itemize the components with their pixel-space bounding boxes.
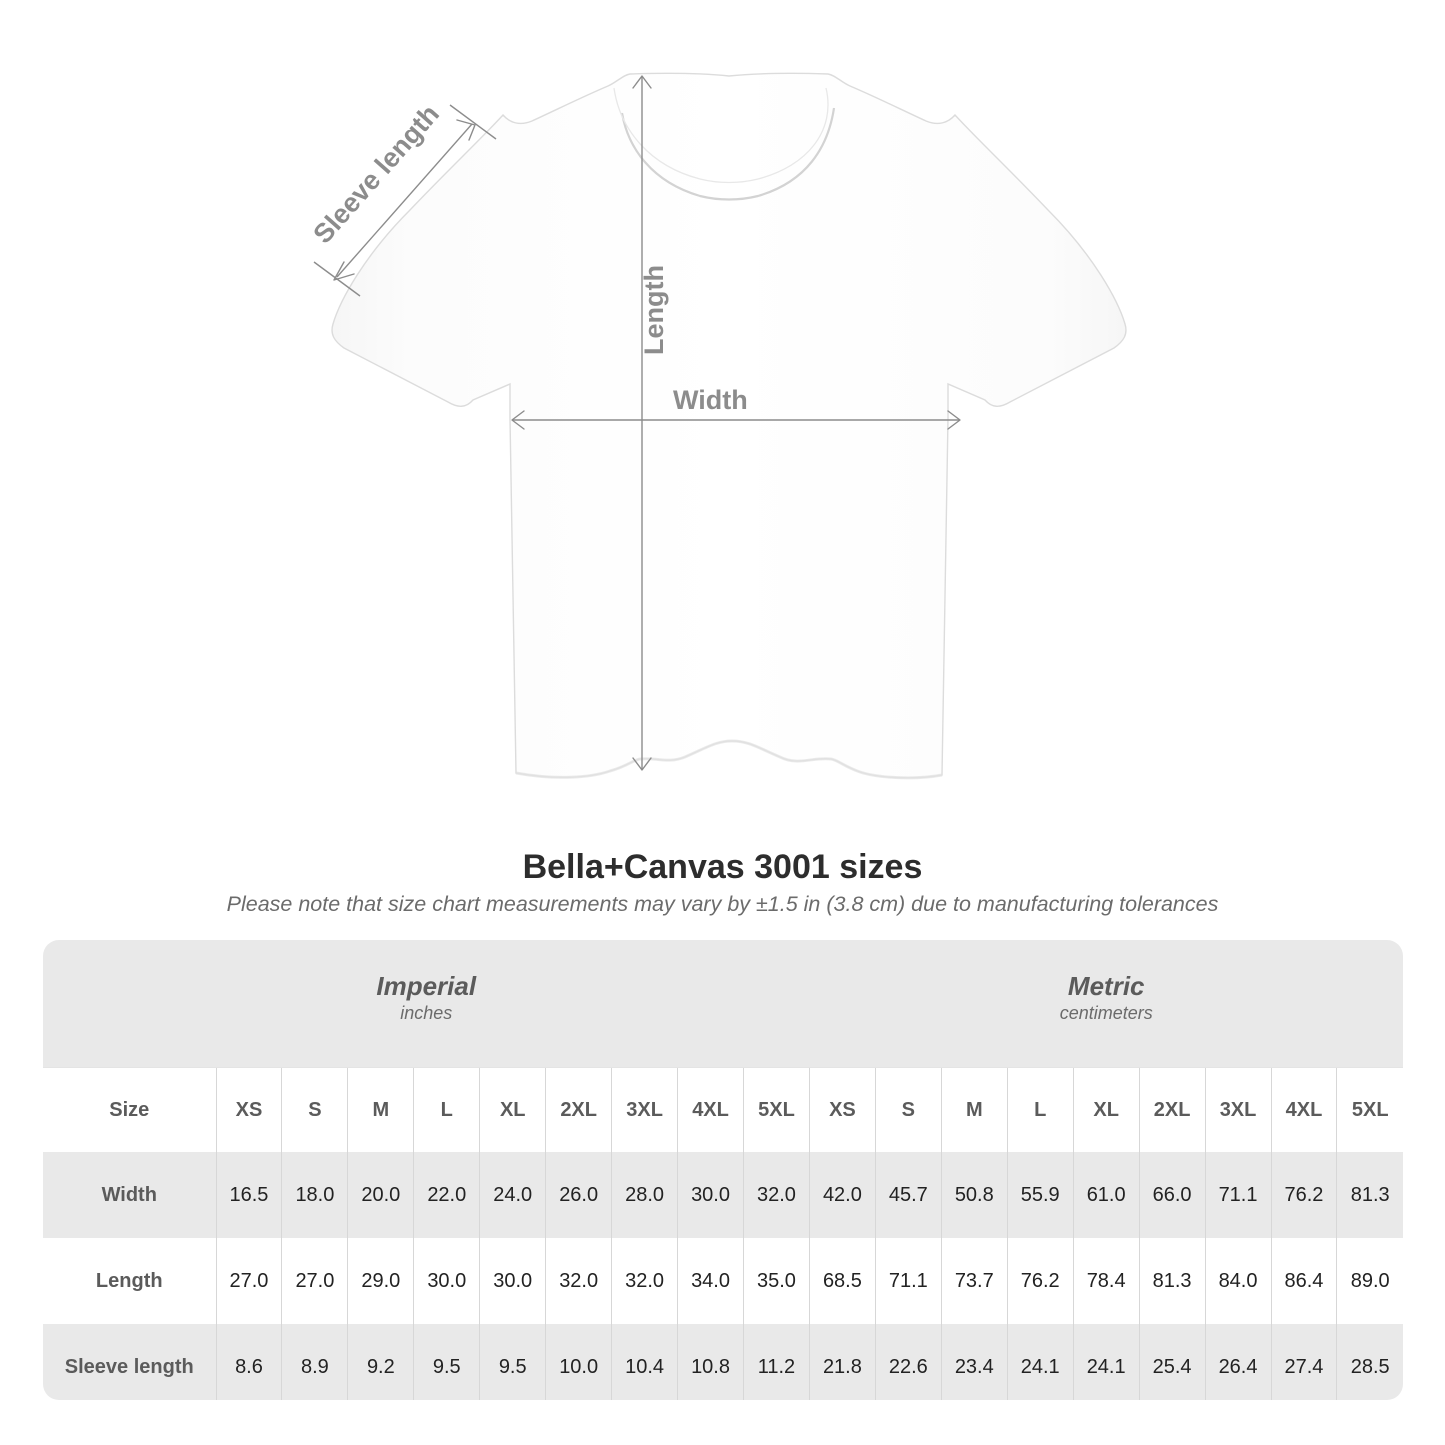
svg-text:Width: Width [673, 385, 748, 415]
svg-text:Length: Length [639, 265, 669, 355]
